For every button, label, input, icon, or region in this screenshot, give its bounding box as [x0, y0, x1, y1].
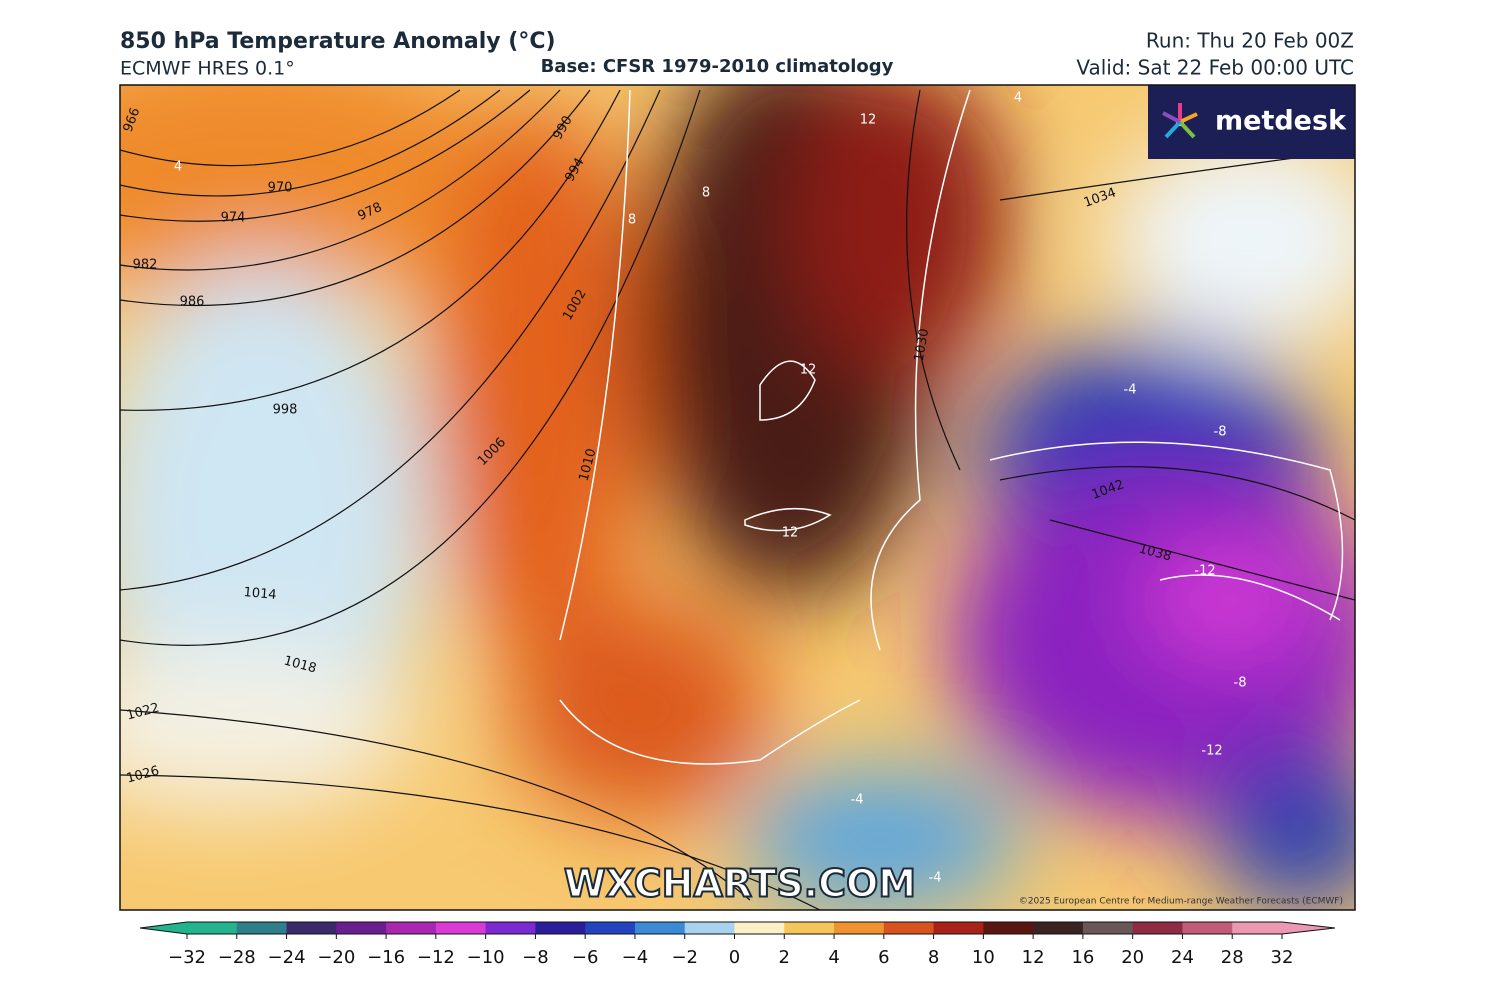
colorbar-tick-label: 24	[1171, 947, 1194, 968]
colorbar-tick-label: 32	[1271, 947, 1294, 968]
run: Run: Thu 20 Feb 00Z	[1146, 29, 1354, 53]
colorbar-tick-label: 4	[828, 947, 839, 968]
valid: Valid: Sat 22 Feb 00:00 UTC	[1076, 56, 1354, 80]
colorbar-tick-label: −12	[417, 947, 455, 968]
contour-label: -8	[1214, 425, 1227, 440]
contour-label: 1014	[243, 585, 277, 603]
colorbar-low-extension	[140, 922, 187, 934]
colorbar: −32 −28 −24 −20 −16 −12 −10 −8 −6 −4 −2 0 2 4 6 8 10 12 16…	[139, 921, 1336, 968]
colorbar-tick-label: −6	[572, 947, 599, 968]
contour-label: -4	[1124, 383, 1137, 398]
contour-label: -12	[1194, 564, 1215, 579]
colorbar-segment	[485, 922, 536, 934]
colorbar-segment	[585, 922, 636, 934]
watermark: WXCHARTS.COM	[564, 862, 916, 906]
contour-label: -12	[1201, 744, 1222, 759]
contour-label: -8	[1234, 676, 1247, 691]
anomaly-contours	[559, 89, 1344, 765]
contour-label: 12	[800, 363, 817, 378]
colorbar-segment	[187, 922, 238, 934]
colorbar-tick-label: −2	[671, 947, 698, 968]
colorbar-segment	[1132, 922, 1183, 934]
colorbar-segment	[1182, 922, 1233, 934]
colorbar-tick-label: −28	[218, 947, 256, 968]
anomaly-field	[120, 85, 1355, 910]
contour-label: 4	[1014, 91, 1022, 106]
colorbar-segment	[1082, 922, 1134, 934]
colorbar-tick-label: 10	[972, 947, 995, 968]
contour-label: 1030	[912, 327, 933, 362]
contour-label: 8	[628, 213, 636, 228]
contour-label: 982	[133, 258, 158, 273]
colorbar-tick-label: 6	[878, 947, 889, 968]
colorbar-segment	[684, 922, 735, 934]
colorbar-high-extension	[1282, 922, 1335, 934]
model: ECMWF HRES 0.1°	[120, 58, 295, 80]
logo-text: metdesk	[1215, 106, 1347, 137]
colorbar-segment	[535, 922, 586, 934]
colorbar-tick-label: −16	[367, 947, 405, 968]
colorbar-tick-label: −8	[522, 947, 549, 968]
colorbar-tick-label: −10	[467, 947, 505, 968]
contour-label: 12	[782, 526, 799, 541]
colorbar-tick-label: −4	[622, 947, 649, 968]
colorbar-tick-label: −20	[317, 947, 355, 968]
colorbar-segment	[834, 922, 885, 934]
colorbar-tick-label: 0	[729, 947, 740, 968]
colorbar-tick-label: 12	[1022, 947, 1045, 968]
colorbar-segment	[883, 922, 935, 934]
colorbar-tick-label: 2	[779, 947, 790, 968]
colorbar-segment	[236, 922, 288, 934]
contour-label: 4	[174, 160, 182, 175]
colorbar-segment	[1033, 922, 1084, 934]
contour-label: 974	[221, 211, 246, 226]
map: metdesk WXCHARTS.COM ©2025 European Cent…	[120, 85, 1355, 910]
colorbar-segment	[734, 922, 785, 934]
copyright: ©2025 European Centre for Medium-range W…	[1019, 897, 1343, 907]
colorbar-tick-label: 28	[1221, 947, 1244, 968]
colorbar-segment	[933, 922, 984, 934]
colorbar-tick-label: 20	[1121, 947, 1144, 968]
contour-label: 970	[268, 181, 293, 196]
contour-label: 998	[273, 403, 298, 418]
map-frame	[119, 84, 1356, 911]
colorbar-tick-label: 16	[1071, 947, 1094, 968]
colorbar-segment	[336, 922, 387, 934]
colorbar-segment	[386, 922, 437, 934]
colorbar-segment	[435, 922, 487, 934]
colorbar-segment	[1232, 922, 1283, 934]
isobars	[120, 89, 1355, 910]
colorbar-segment	[634, 922, 686, 934]
colorbar-tick-label: −24	[268, 947, 306, 968]
contour-label: 8	[702, 186, 710, 201]
colorbar-segment	[784, 922, 835, 934]
colorbar-tick-label: 8	[928, 947, 939, 968]
colorbar-tick-label: −32	[168, 947, 206, 968]
contour-label: 12	[860, 113, 877, 128]
contour-label: -4	[929, 871, 942, 886]
logo-icon	[1162, 103, 1198, 139]
contour-label: 986	[180, 295, 205, 310]
title: 850 hPa Temperature Anomaly (°C)	[120, 29, 556, 54]
contour-label: -4	[851, 793, 864, 808]
colorbar-segment	[983, 922, 1034, 934]
colorbar-segment	[286, 922, 337, 934]
base: Base: CFSR 1979-2010 climatology	[541, 56, 894, 77]
